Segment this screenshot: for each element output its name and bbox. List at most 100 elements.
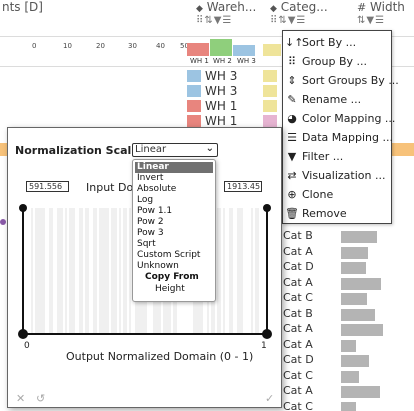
min-input-handle[interactable] — [19, 204, 27, 212]
warehouse-column-header[interactable]: ◆ Wareh... — [196, 0, 256, 14]
sort-icon[interactable]: ⇅ — [278, 15, 287, 26]
category-cell: Cat A — [283, 338, 313, 351]
menu-item-rename[interactable]: ✎ Rename ... — [285, 90, 361, 108]
color-mapping-icon: ◕ — [285, 112, 299, 125]
menu-item-group-by[interactable]: ⠿ Group By ... — [285, 52, 367, 70]
category-cell: Cat B — [283, 307, 313, 320]
width-bar — [341, 402, 356, 411]
scaling-select-value: Linear — [135, 144, 166, 155]
option-unknown[interactable]: Unknown — [135, 261, 213, 272]
width-column-header[interactable]: # Width — [357, 0, 405, 14]
category-cell: Cat C — [283, 291, 313, 304]
min-domain-field[interactable]: 591.556 — [26, 181, 69, 192]
max-domain-field[interactable]: 1913.45 — [224, 181, 262, 192]
width-header-toolbar: ⇅▼☰ — [357, 15, 385, 27]
menu-item-filter[interactable]: ▼ Filter ... — [285, 147, 343, 165]
width-bar — [341, 278, 381, 290]
option-custom-script[interactable]: Custom Script — [135, 250, 213, 261]
warehouse-cell: WH 1 — [205, 114, 237, 128]
more-icon[interactable]: ☰ — [222, 15, 232, 26]
category-cell: Cat A — [283, 245, 313, 258]
warehouse-header-toolbar: ⠿⇅▼☰ — [196, 15, 232, 27]
category-header-label: Categ... — [281, 0, 328, 14]
width-bar — [341, 262, 366, 274]
menu-item-label: Sort By ... — [302, 36, 356, 49]
category-cell: Cat A — [283, 276, 313, 289]
wh2-summary-bar[interactable] — [210, 39, 232, 56]
option-sqrt[interactable]: Sqrt — [135, 239, 213, 250]
scaling-select[interactable]: Linear ⌄ — [132, 143, 218, 157]
number-icon: # — [357, 1, 366, 14]
ruler-tick: 30 — [128, 42, 137, 50]
output-domain-label: Output Normalized Domain (0 - 1) — [66, 350, 253, 363]
warehouse-swatch — [187, 70, 201, 82]
ruler-tick: 10 — [63, 42, 72, 50]
category-cell: Cat C — [283, 369, 313, 382]
option-pow-2[interactable]: Pow 2 — [135, 217, 213, 228]
normalization-dialog: Normalization Scaling: Linear ⌄ Input Do… — [7, 127, 282, 408]
measurements-column-header[interactable]: nts [D] — [2, 0, 43, 14]
chevron-down-icon: ⌄ — [206, 143, 214, 155]
menu-item-data-mapping[interactable]: ☰ Data Mapping ... — [285, 128, 393, 146]
wh1-summary-bar[interactable] — [187, 43, 209, 56]
width-bar — [341, 371, 359, 383]
data-mapping-icon: ☰ — [285, 131, 299, 144]
menu-item-color-mapping[interactable]: ◕ Color Mapping ... — [285, 109, 395, 127]
warehouse-cell: WH 3 — [205, 69, 237, 83]
option-pow-1-1[interactable]: Pow 1.1 — [135, 206, 213, 217]
menu-item-clone[interactable]: ⊕ Clone — [285, 185, 333, 203]
ok-button[interactable]: ✓ — [265, 392, 274, 405]
option-absolute[interactable]: Absolute — [135, 184, 213, 195]
cancel-button[interactable]: ✕ — [16, 392, 25, 405]
sort-icon[interactable]: ⇅ — [357, 15, 366, 26]
width-bar — [341, 324, 383, 336]
category-cell: Cat B — [283, 229, 313, 242]
menu-item-label: Color Mapping ... — [302, 112, 395, 125]
wh3-summary-label: WH 3 — [237, 57, 256, 65]
width-bar — [341, 355, 369, 367]
visualization-icon: ⇄ — [285, 169, 299, 182]
option-log[interactable]: Log — [135, 195, 213, 206]
ruler-tick: 0 — [32, 42, 36, 50]
wh3-summary-bar[interactable] — [233, 45, 255, 56]
filter-icon: ▼ — [285, 150, 299, 163]
filter-icon[interactable]: ▼ — [366, 15, 375, 26]
min-output-handle[interactable] — [18, 329, 28, 339]
menu-item-label: Data Mapping ... — [302, 131, 393, 144]
category-icon: ◆ — [196, 4, 203, 14]
option-pow-3[interactable]: Pow 3 — [135, 228, 213, 239]
max-output-handle[interactable] — [262, 329, 272, 339]
option-copy-height[interactable]: Height — [135, 284, 213, 295]
ruler-tick: 20 — [96, 42, 105, 50]
width-bar — [341, 386, 380, 398]
warehouse-swatch — [187, 100, 201, 112]
width-header-label: Width — [370, 0, 405, 14]
warehouse-swatch — [187, 85, 201, 97]
more-icon[interactable]: ☰ — [375, 15, 385, 26]
reset-button[interactable]: ↺ — [36, 392, 45, 405]
option-linear[interactable]: Linear — [135, 162, 213, 173]
row-marker — [0, 219, 6, 225]
sort-groups-icon: ⇕ — [285, 74, 299, 87]
category-column-header[interactable]: ◆ Categ... — [270, 0, 328, 14]
category-cell: Cat C — [283, 400, 313, 411]
menu-item-remove[interactable]: 🗑 Remove — [285, 204, 347, 222]
menu-item-visualization[interactable]: ⇄ Visualization ... — [285, 166, 385, 184]
menu-item-label: Clone — [302, 188, 333, 201]
option-invert[interactable]: Invert — [135, 173, 213, 184]
width-bar — [341, 293, 367, 305]
menu-item-sort-groups-by[interactable]: ⇕ Sort Groups By ... — [285, 71, 399, 89]
category-summary-bar[interactable] — [263, 44, 281, 56]
category-icon: ◆ — [270, 4, 277, 14]
menu-item-sort-by[interactable]: ↓↑ Sort By ... — [285, 33, 356, 51]
option-group-copy-from: Copy From — [135, 272, 213, 283]
more-icon[interactable]: ☰ — [296, 15, 306, 26]
category-header-toolbar: ⠿⇅▼☰ — [270, 15, 306, 27]
warehouse-cell: WH 3 — [205, 84, 237, 98]
scaling-options-dropdown: Linear Invert Absolute Log Pow 1.1 Pow 2… — [132, 159, 216, 302]
sort-icon[interactable]: ⇅ — [204, 15, 213, 26]
menu-item-label: Visualization ... — [302, 169, 385, 182]
menu-item-label: Sort Groups By ... — [302, 74, 399, 87]
menu-item-label: Rename ... — [302, 93, 361, 106]
max-input-handle[interactable] — [263, 204, 271, 212]
